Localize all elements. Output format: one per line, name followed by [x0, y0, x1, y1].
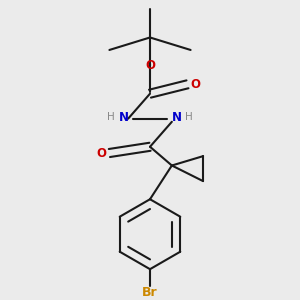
Text: O: O — [97, 146, 106, 160]
Text: Br: Br — [142, 286, 158, 299]
Text: H: H — [107, 112, 115, 122]
Text: N: N — [172, 111, 182, 124]
Text: O: O — [145, 59, 155, 72]
Text: H: H — [185, 112, 193, 122]
Text: N: N — [118, 111, 128, 124]
Text: O: O — [190, 78, 200, 91]
